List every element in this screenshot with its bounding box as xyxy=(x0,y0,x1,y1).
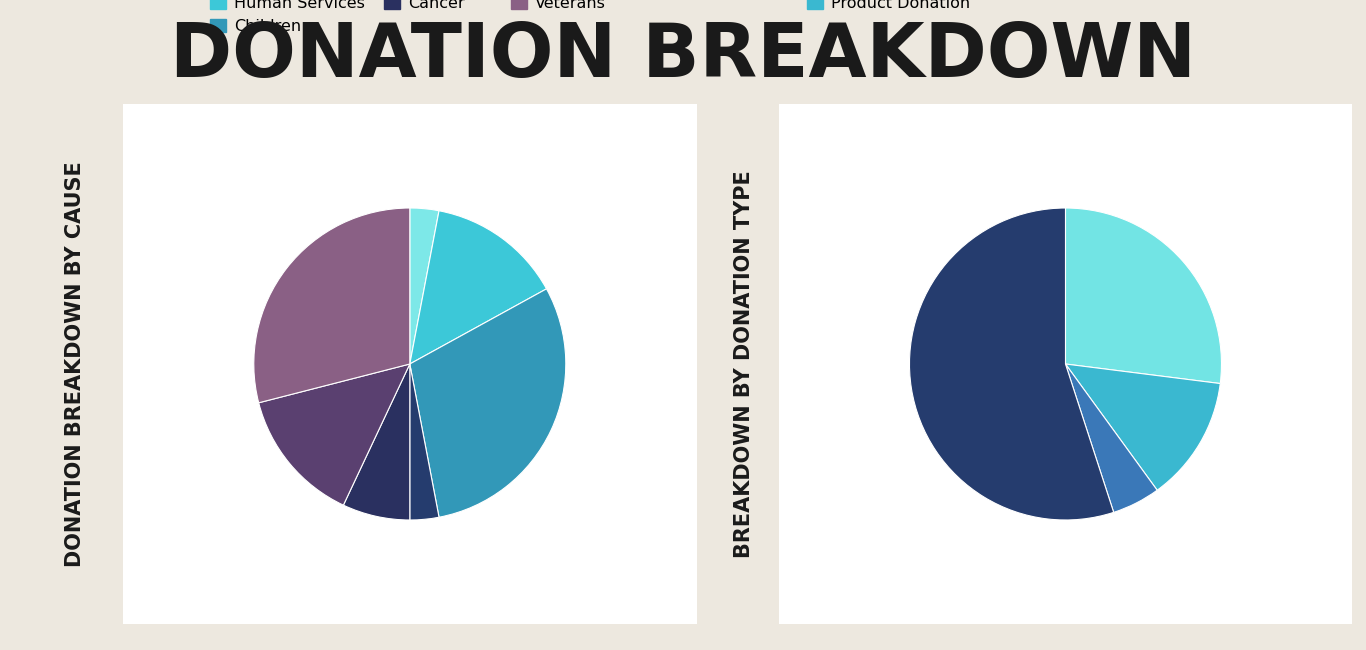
Text: DONATION BREAKDOWN: DONATION BREAKDOWN xyxy=(169,20,1197,92)
Wedge shape xyxy=(254,208,410,403)
Wedge shape xyxy=(1065,208,1221,384)
Text: BREAKDOWN BY DONATION TYPE: BREAKDOWN BY DONATION TYPE xyxy=(735,170,754,558)
Wedge shape xyxy=(1065,364,1220,490)
Wedge shape xyxy=(410,364,438,520)
Wedge shape xyxy=(258,364,410,505)
Legend: Cash, Product Donation, Social Media, Corporate Donations: Cash, Product Donation, Social Media, Co… xyxy=(800,0,1330,18)
Legend: Environment, Human Services, Children, LGBTQIA+, Cancer, Refugees, Veterans: Environment, Human Services, Children, L… xyxy=(204,0,616,40)
Wedge shape xyxy=(410,208,438,364)
Wedge shape xyxy=(410,289,566,517)
Wedge shape xyxy=(410,211,546,364)
Text: DONATION BREAKDOWN BY CAUSE: DONATION BREAKDOWN BY CAUSE xyxy=(66,161,85,567)
Wedge shape xyxy=(343,364,410,520)
Wedge shape xyxy=(910,208,1113,520)
Wedge shape xyxy=(1065,364,1157,512)
